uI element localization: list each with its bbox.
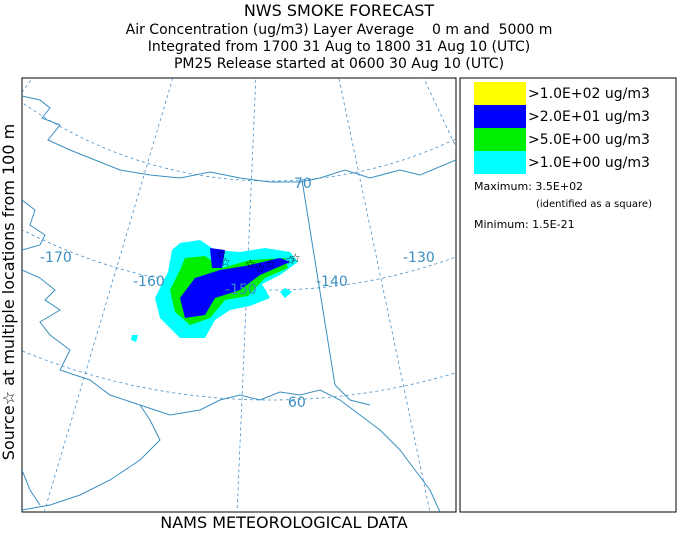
map-label: 60 [288, 395, 306, 411]
svg-text:☆: ☆ [290, 251, 301, 265]
side-label: Source☆ at multiple locations from 100 m [0, 124, 18, 460]
map-label: -170 [40, 250, 72, 266]
svg-text:☆: ☆ [216, 247, 227, 261]
title: NWS SMOKE FORECAST [244, 1, 435, 20]
legend-swatch [474, 105, 526, 128]
legend: >1.0E+02 ug/m3 >2.0E+01 ug/m3 >5.0E+00 ug/… [474, 82, 650, 174]
svg-text:☆: ☆ [255, 261, 266, 275]
svg-text:☆: ☆ [265, 257, 276, 271]
legend-max-note: (identified as a square) [536, 199, 652, 210]
plume [131, 240, 298, 342]
map-label: 70 [294, 176, 312, 192]
legend-label: >5.0E+00 ug/m3 [528, 132, 650, 148]
legend-max: Maximum: 3.5E+02 [474, 180, 583, 193]
legend-swatch [474, 82, 526, 105]
legend-label: >1.0E+00 ug/m3 [528, 155, 650, 171]
subtitle: Air Concentration (ug/m3) Layer Average … [126, 22, 553, 38]
footer: NAMS METEOROLOGICAL DATA [160, 513, 408, 532]
map-label: -150 [225, 282, 257, 298]
subtitle: Integrated from 1700 31 Aug to 1800 31 A… [148, 39, 531, 55]
svg-text:☆: ☆ [245, 257, 256, 271]
svg-text:☆: ☆ [220, 255, 231, 269]
subtitle: PM25 Release started at 0600 30 Aug 10 (… [174, 56, 504, 72]
map-label: -140 [316, 274, 348, 290]
sources: ☆☆ ☆ ☆ ☆ ☆☆ [216, 247, 301, 275]
map-label: -160 [133, 274, 165, 290]
legend-label: >1.0E+02 ug/m3 [528, 86, 650, 102]
legend-swatch [474, 128, 526, 151]
legend-label: >2.0E+01 ug/m3 [528, 109, 650, 125]
map-label: -130 [403, 250, 435, 266]
legend-swatch [474, 151, 526, 174]
legend-min: Minimum: 1.5E-21 [474, 218, 575, 231]
svg-text:☆: ☆ [285, 253, 296, 267]
legend-frame [459, 77, 677, 513]
coastline [22, 95, 456, 512]
